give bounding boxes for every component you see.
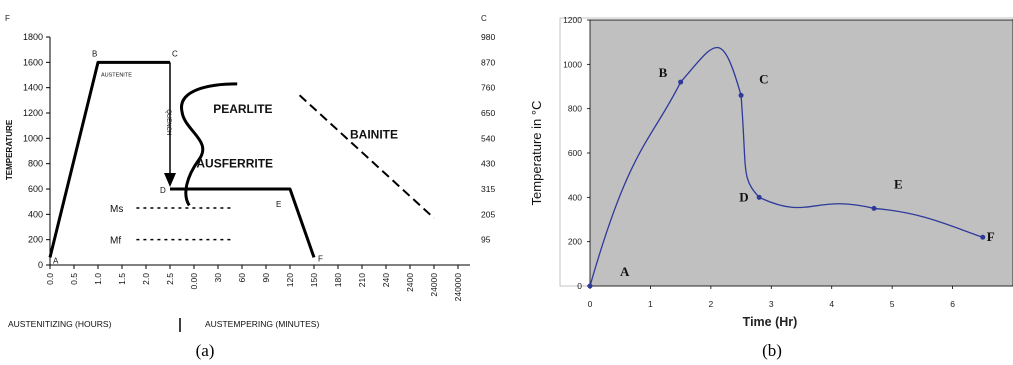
point-label: D xyxy=(739,189,748,204)
data-point xyxy=(871,205,877,211)
panel-b-plot-area xyxy=(589,19,1013,287)
panel-b-chart: 0 200 400 600 800 1000 1200 0 1 2 3 4 5 6 Temperatur… xyxy=(529,15,1013,360)
process-point-label: B xyxy=(92,49,97,58)
x-tick-label: 0.0 xyxy=(45,273,55,285)
x-tick-label: 4 xyxy=(829,299,834,309)
quench-arrow-head xyxy=(164,173,176,187)
austenite-label: AUSTENITE xyxy=(101,72,132,78)
x-tick-label: 0.5 xyxy=(69,273,79,285)
x-tick-label: 0 xyxy=(588,299,593,309)
y-tick-label: 0 xyxy=(38,260,43,270)
panel-a-chart: F C 0 200 400 600 800 1000 1200 1400 1600 1800 95… xyxy=(5,14,495,360)
x-tick-label: 1.5 xyxy=(117,273,127,285)
x-tick-label: 150 xyxy=(309,273,319,287)
y-tick-label: 400 xyxy=(28,209,43,219)
x-tick-label: 60 xyxy=(237,273,247,283)
y-tick-label: 400 xyxy=(568,192,582,202)
x-tick-label: 5 xyxy=(890,299,895,309)
right-unit-label: C xyxy=(481,14,487,23)
left-unit-label: F xyxy=(5,14,10,23)
right-y-tick-label: 870 xyxy=(481,57,495,67)
x-tick-label: 24000 xyxy=(429,273,439,297)
data-point xyxy=(587,283,593,289)
x-tick-label: 180 xyxy=(333,273,343,287)
y-tick-label: 600 xyxy=(28,184,43,194)
right-y-tick-label: 95 xyxy=(481,235,491,245)
y-tick-label: 600 xyxy=(568,148,582,158)
x-tick-label: 2.0 xyxy=(141,273,151,285)
y-tick-label: 200 xyxy=(28,235,43,245)
bainite-label: BAINITE xyxy=(350,127,398,141)
y-tick-label: 200 xyxy=(568,237,582,247)
right-y-tick-label: 315 xyxy=(481,184,495,194)
ms-label: Ms xyxy=(110,204,123,215)
x-tick-label: 240 xyxy=(381,273,391,287)
x-tick-label: 210 xyxy=(357,273,367,287)
panel-a-x-axis-label-right: AUSTEMPERING (MINUTES) xyxy=(205,319,319,329)
x-tick-label: 2400 xyxy=(405,273,415,292)
panel-a-y-axis-label: TEMPERATURE xyxy=(5,119,14,180)
right-y-tick-label: 760 xyxy=(481,83,495,93)
y-tick-label: 1000 xyxy=(563,59,582,69)
x-tick-label: 2.5 xyxy=(165,273,175,285)
x-tick-label: 3 xyxy=(769,299,774,309)
point-label: B xyxy=(659,65,668,80)
panel-b-y-axis-label: Temperature in °C xyxy=(529,101,544,206)
point-label: E xyxy=(894,176,903,191)
data-point xyxy=(738,92,744,98)
quench-label: QUENCH xyxy=(165,109,171,135)
x-tick-label: 120 xyxy=(285,273,295,287)
data-point xyxy=(980,234,986,240)
process-point-label: C xyxy=(172,49,178,58)
y-tick-label: 1000 xyxy=(23,133,43,143)
panel-b-caption: (b) xyxy=(762,341,782,360)
y-tick-label: 800 xyxy=(568,104,582,114)
point-label: F xyxy=(987,229,995,244)
right-y-tick-label: 540 xyxy=(481,133,495,143)
heat-treatment-path xyxy=(48,60,316,258)
x-tick-label: 1.0 xyxy=(93,273,103,285)
point-label: A xyxy=(620,264,630,279)
ausferrite-label: AUSFERRITE xyxy=(196,156,273,170)
x-tick-label: 6 xyxy=(950,299,955,309)
pearlite-boundary-curve xyxy=(180,82,238,207)
process-point-label: F xyxy=(318,254,323,263)
right-y-tick-label: 980 xyxy=(481,32,495,42)
x-tick-label: 2 xyxy=(708,299,713,309)
mf-label: Mf xyxy=(110,236,121,247)
panel-b-x-axis-label: Time (Hr) xyxy=(743,315,798,329)
x-tick-label: 0.00 xyxy=(189,273,199,290)
y-tick-label: 1200 xyxy=(23,108,43,118)
y-tick-label: 1200 xyxy=(563,15,582,25)
right-y-tick-label: 430 xyxy=(481,159,495,169)
data-point xyxy=(756,194,762,200)
point-label: C xyxy=(759,71,768,86)
y-tick-label: 1800 xyxy=(23,32,43,42)
x-tick-label: 1 xyxy=(648,299,653,309)
panel-a-x-axis-label-left: AUSTENITIZING (HOURS) xyxy=(8,319,112,329)
y-tick-label: 800 xyxy=(28,159,43,169)
x-tick-label: 90 xyxy=(261,273,271,283)
right-y-tick-label: 650 xyxy=(481,108,495,118)
x-tick-label: 240000 xyxy=(453,273,463,302)
y-tick-label: 1600 xyxy=(23,57,43,67)
panel-a-caption: (a) xyxy=(196,341,215,360)
right-y-tick-label: 205 xyxy=(481,209,495,219)
process-point-label: A xyxy=(53,256,59,265)
pearlite-label: PEARLITE xyxy=(213,102,272,116)
data-point xyxy=(678,79,684,85)
process-point-label: E xyxy=(276,200,281,209)
process-point-label: D xyxy=(160,186,166,195)
bainite-boundary-line xyxy=(298,94,435,219)
y-tick-label: 0 xyxy=(577,281,582,291)
y-tick-label: 1400 xyxy=(23,83,43,93)
x-tick-label: 30 xyxy=(213,273,223,283)
